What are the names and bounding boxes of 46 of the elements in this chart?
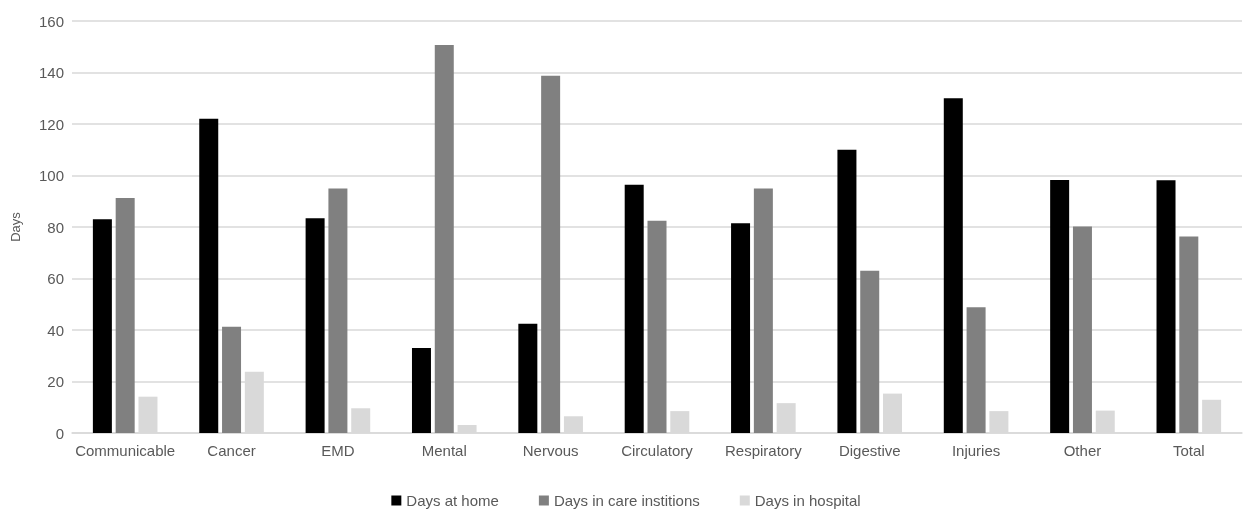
bar [837, 149, 857, 433]
x-tick-label: EMD [321, 442, 355, 459]
y-tick-label: 20 [47, 373, 64, 390]
bar [1179, 236, 1199, 433]
bar [434, 44, 454, 433]
bar [328, 188, 348, 433]
legend-label: Days in care institions [553, 492, 700, 509]
y-axis-title: Days [8, 211, 23, 242]
bar [966, 307, 986, 433]
y-tick-label: 80 [47, 218, 64, 236]
legend-label: Days in hospital [754, 492, 861, 509]
bar [1156, 180, 1176, 433]
x-tick-label: Communicable [75, 442, 176, 459]
y-tick-label: 60 [47, 270, 64, 287]
bar [624, 184, 644, 433]
y-tick-label: 40 [47, 321, 64, 339]
x-tick-label: Digestive [838, 442, 901, 459]
bar [411, 348, 431, 433]
x-tick-label: Respiratory [725, 442, 803, 459]
x-tick-label: Cancer [207, 442, 256, 459]
bar [222, 326, 242, 433]
y-tick-label: 120 [38, 115, 64, 133]
bar [115, 197, 135, 433]
x-tick-label: Total [1172, 442, 1205, 459]
bar [753, 188, 773, 433]
x-tick-label: Circulatory [621, 442, 694, 459]
bar [731, 223, 751, 433]
bar [305, 218, 325, 433]
x-tick-label: Nervous [522, 442, 579, 459]
bar [92, 219, 112, 433]
bar [1072, 226, 1092, 433]
bar [943, 98, 963, 433]
bar [518, 323, 538, 433]
y-tick-label: 160 [38, 12, 64, 30]
bar [1050, 179, 1070, 433]
y-tick-label: 0 [55, 424, 64, 442]
y-tick-label: 100 [38, 167, 64, 184]
legend-label: Days at home [406, 492, 499, 509]
bar [199, 118, 219, 433]
x-tick-label: Other [1063, 442, 1102, 459]
x-tick-label: Injuries [951, 442, 1001, 459]
y-tick-label: 140 [38, 64, 64, 81]
bar [860, 270, 880, 433]
x-tick-label: Mental [421, 442, 467, 459]
bar [541, 75, 561, 433]
bar [647, 220, 667, 433]
